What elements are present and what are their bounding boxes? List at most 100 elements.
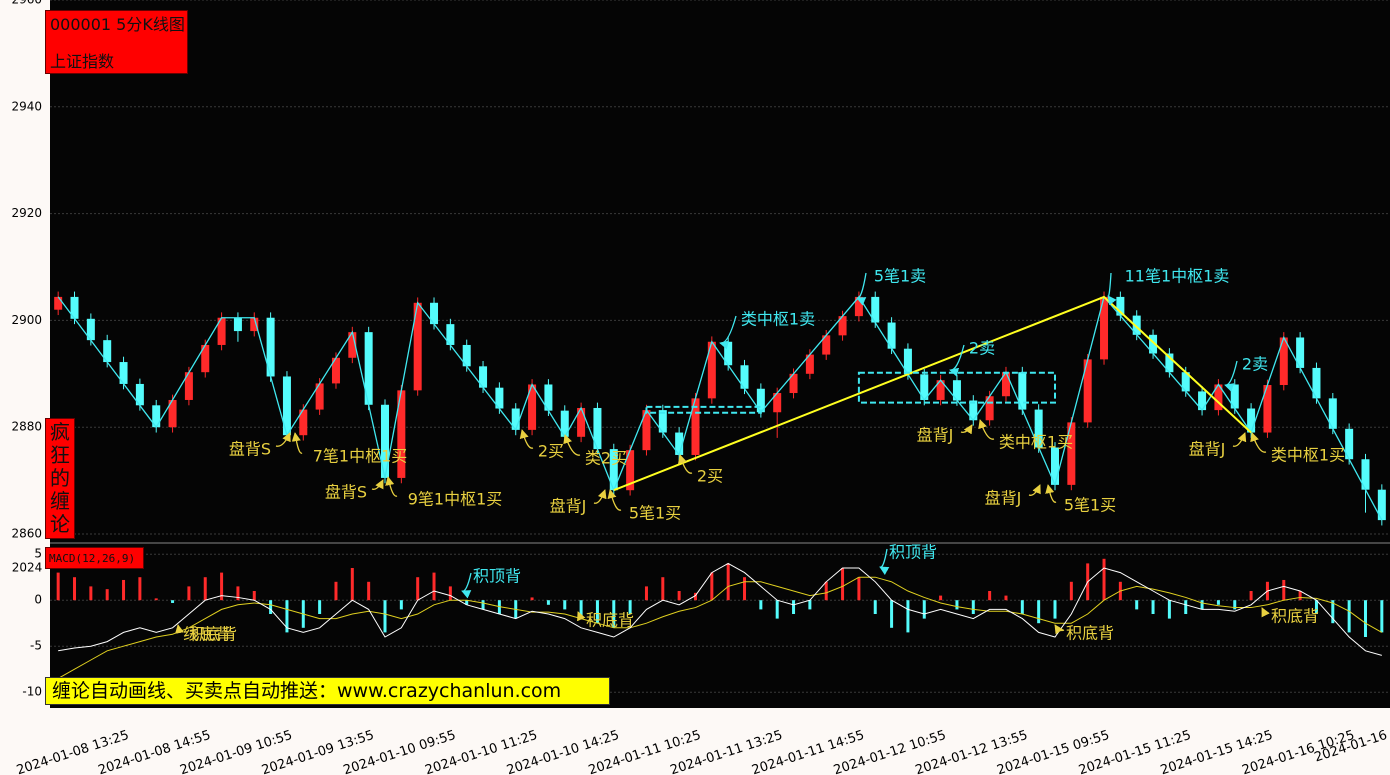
macd-bar xyxy=(187,586,191,601)
candle-body xyxy=(1377,489,1386,521)
macd-bar xyxy=(1298,591,1302,601)
annotation: 积底背 xyxy=(189,625,237,644)
candle-body xyxy=(1034,409,1043,448)
candle-body xyxy=(871,296,880,323)
candle-body xyxy=(838,316,847,336)
macd-bar xyxy=(530,597,534,601)
y-tick-label: 2960 xyxy=(11,0,42,7)
candle-body xyxy=(952,380,961,401)
candle-body xyxy=(299,409,308,436)
y-tick-label: 2940 xyxy=(11,99,42,113)
banner: 缠论自动画线、买卖点自动推送：www.crazychanlun.com xyxy=(45,677,610,705)
y-tick-label: 2900 xyxy=(11,313,42,327)
annotation-arrow xyxy=(949,344,965,377)
candle-body xyxy=(756,388,765,413)
annotation: 11笔1中枢1卖 xyxy=(1125,267,1230,286)
chart-title: 000001 5分K线图 xyxy=(50,15,185,34)
annotation-arrow xyxy=(1054,624,1065,635)
macd-bar xyxy=(252,591,256,601)
macd-bar xyxy=(612,600,616,628)
macd-bar xyxy=(334,581,338,601)
macd-bar xyxy=(726,563,730,601)
macd-bar xyxy=(824,581,828,601)
annotation: 7笔1中枢1买 xyxy=(313,447,408,466)
macd-bar xyxy=(693,592,697,601)
annotation: 2024 xyxy=(12,561,43,575)
candle-body xyxy=(315,383,324,410)
macd-bar xyxy=(1053,600,1057,619)
annotation-arrow xyxy=(291,432,303,454)
candle-body xyxy=(1149,334,1158,354)
y-tick-label: 0 xyxy=(34,593,42,607)
annotation-arrow xyxy=(607,489,622,511)
macd-bar xyxy=(628,600,632,614)
annotation-arrow xyxy=(677,454,693,474)
annotation: 2买 xyxy=(697,467,723,486)
candle-body xyxy=(1198,391,1207,411)
macd-bar xyxy=(1347,600,1351,633)
candle-body xyxy=(773,393,782,413)
candle-body xyxy=(789,373,798,394)
macd-bar xyxy=(873,600,877,614)
chart-subtitle: 上证指数 xyxy=(50,52,115,71)
candle-body xyxy=(86,318,95,341)
candle-body xyxy=(560,410,569,437)
candle-body xyxy=(282,376,291,436)
candle-body xyxy=(1279,337,1288,386)
candle-body xyxy=(1263,385,1272,433)
macd-bar xyxy=(939,595,943,601)
macd-bar xyxy=(857,577,861,601)
annotation: 5笔1买 xyxy=(629,504,681,523)
candle-body xyxy=(626,450,635,491)
macd-bar xyxy=(1233,600,1237,610)
annotation: 盘背J xyxy=(1189,440,1226,459)
candle-body xyxy=(1083,359,1092,423)
annotation-arrow xyxy=(577,611,586,622)
macd-bar xyxy=(1020,600,1024,614)
annotation-arrow xyxy=(385,476,398,497)
annotation-arrow xyxy=(1250,432,1267,453)
macd-bar xyxy=(1200,600,1204,610)
y-tick-label: 2920 xyxy=(11,206,42,220)
macd-bar xyxy=(792,600,796,614)
macd-bar xyxy=(922,600,926,619)
candle-body xyxy=(1345,428,1354,460)
candle-body xyxy=(1230,384,1239,409)
candle-body xyxy=(331,357,340,384)
annotation: 9笔1中枢1买 xyxy=(408,490,503,509)
candle-body xyxy=(135,383,144,406)
macd-bar xyxy=(955,600,959,610)
macd-bar xyxy=(644,586,648,601)
candle-body xyxy=(724,341,733,366)
annotation: 积底背 xyxy=(1271,607,1319,626)
macd-bar xyxy=(1135,600,1139,610)
macd-bar xyxy=(56,572,60,601)
annotation: 5笔1卖 xyxy=(874,267,926,286)
annotation-arrow xyxy=(1224,360,1238,392)
annotation-arrow xyxy=(1028,484,1041,496)
macd-bar xyxy=(465,600,469,605)
annotation: 积底背 xyxy=(586,611,634,630)
annotation: 5笔1买 xyxy=(1064,496,1116,515)
candle-body xyxy=(266,317,275,377)
candle-body xyxy=(544,384,553,411)
macd-bar xyxy=(579,600,583,619)
macd-bar xyxy=(808,600,812,610)
candle-body xyxy=(1051,447,1059,485)
candle-body xyxy=(675,432,684,455)
candle-body xyxy=(1018,372,1027,410)
macd-bar xyxy=(971,600,975,614)
candle-body xyxy=(1181,372,1190,392)
candle-body xyxy=(577,407,586,437)
candle-body xyxy=(740,365,749,389)
annotation: 积底背 xyxy=(1066,624,1114,643)
candle-body xyxy=(1100,296,1109,360)
macd-bar xyxy=(481,600,485,610)
y-tick-label: 2880 xyxy=(11,420,42,434)
candle-body xyxy=(642,410,651,451)
candle-body xyxy=(528,384,537,430)
candle-body xyxy=(822,335,831,355)
macd-bar xyxy=(122,579,126,601)
y-tick-label: -10 xyxy=(22,685,42,699)
macd-bar xyxy=(285,600,289,633)
